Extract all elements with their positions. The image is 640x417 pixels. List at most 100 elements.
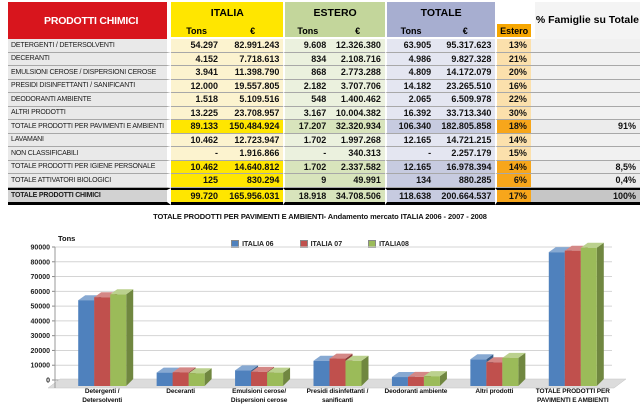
bar-side-face [283,367,291,386]
bar-top-face [110,289,134,295]
cell-fam: 91% [530,120,640,134]
bar-side-face [361,355,369,386]
table-row: TOTALE PRODOTTI PER IGIENE PERSONALE 10.4… [8,160,640,174]
cell-ep: 30% [495,106,531,120]
row-label: DEODORANTI AMBIENTE [8,93,172,107]
bar-top-face [345,355,369,361]
cell-to-e: 95.317.623 [435,39,496,53]
chart-section: TOTALE PRODOTTI PER PAVIMENTI E AMBIENTI… [0,206,640,417]
y-tick-label: 20000 [31,348,51,355]
bar-front-face [251,371,268,386]
bar-front-face [78,300,95,386]
row-label: TOTALE PRODOTTI PER PAVIMENTI E AMBIENTI [8,120,172,134]
table-row: PRESIDI DISINFETTANTI / SANIFICANTI 12.00… [8,79,640,93]
cell-ep: 6% [495,174,531,188]
cell-ep: 13% [495,39,531,53]
y-tick-label: 80000 [31,259,51,266]
bar-front-face [110,294,127,386]
cell-to-e: 9.827.328 [435,52,496,66]
cell-it-e: 12.723.947 [221,133,284,147]
bar-front-face [188,373,205,386]
y-tick-label: 70000 [31,274,51,281]
cell-es-e: 340.313 [330,147,385,161]
table-row: DETERGENTI / DETERSOLVENTI 54.297 82.991.2… [8,39,640,53]
cell-to-e: 880.285 [435,174,496,188]
cell-it-e: 23.708.957 [221,106,284,120]
bar-italia08-cat6 [580,242,604,386]
subheader-estero-eur: € [330,24,385,39]
y-axis-unit-label: Tons [58,234,75,243]
bar-front-face [313,360,330,386]
bar-top-face [423,371,447,377]
bar-italia08-cat5 [502,352,526,386]
cell-to-t: 12.165 [384,160,436,174]
cell-to-e: 6.509.978 [435,93,496,107]
bar-front-face [470,359,487,386]
cell-es-t: 834 [283,52,331,66]
cell-to-t: 4.986 [384,52,436,66]
row-label: NON CLASSIFICABILI [8,147,172,161]
cell-to-t: 4.809 [384,66,436,80]
bar-front-face [548,252,565,386]
cell-es-t: 2.182 [283,79,331,93]
bar-italia08-cat1 [188,368,212,386]
cell-fam [530,133,640,147]
cell-fam [530,93,640,107]
cell-fam [530,147,640,161]
cell-es-e: 2.337.582 [330,160,385,174]
cell-es-e: 12.326.380 [330,39,385,53]
cell-it-t: 54.297 [171,39,222,53]
table-row: DECERANTI 4.152 7.718.613 834 2.108.716 4.986… [8,52,640,66]
y-tick-label: 10000 [31,363,51,370]
category-label: Deodoranti ambiente [384,388,448,395]
y-tick-label: 50000 [31,304,51,311]
subheader-italia-tons: Tons [171,24,222,39]
prodotti-chimici-table: PRODOTTI CHIMICI ITALIA ESTERO TOTALE % … [8,2,640,205]
bar-front-face [391,377,408,386]
cell-it-t: 99.720 [171,187,222,205]
cell-it-t: 125 [171,174,222,188]
bar-side-face [518,352,526,386]
cell-es-e: 1.997.268 [330,133,385,147]
y-tick-label: 60000 [31,289,51,296]
cell-it-t: 10.462 [171,133,222,147]
cell-ep: 14% [495,160,531,174]
cell-it-t: - [171,147,222,161]
cell-fam [530,52,640,66]
cell-es-t: 1.702 [283,133,331,147]
bar-top-face [156,367,180,373]
cell-fam [530,66,640,80]
y-tick-label: 0 [46,378,50,385]
bar-front-face [172,372,189,386]
table-row: DEODORANTI AMBIENTE 1.518 5.109.516 548 1.40… [8,93,640,107]
table-row: LAVAMANI 10.462 12.723.947 1.702 1.997.268 12… [8,133,640,147]
cell-es-t: 3.167 [283,106,331,120]
cell-to-t: 12.165 [384,133,436,147]
cell-fam [530,39,640,53]
row-label: ALTRI PRODOTTI [8,106,172,120]
cell-to-e: 182.805.858 [435,120,496,134]
legend-label: ITALIA 06 [242,240,274,248]
cell-to-t: 16.392 [384,106,436,120]
bar-italia08-cat2 [267,367,291,386]
row-label: TOTALE ATTIVATORI BIOLOGICI [8,174,172,188]
cell-fam: 0,4% [530,174,640,188]
cell-to-t: 134 [384,174,436,188]
cell-ep: 22% [495,93,531,107]
cell-ep: 18% [495,120,531,134]
cell-es-e: 34.708.506 [330,187,385,205]
cell-es-t: 868 [283,66,331,80]
bar-front-face [564,250,581,386]
cell-it-e: 1.916.866 [221,147,284,161]
cell-ep: 14% [495,133,531,147]
cell-it-e: 11.398.790 [221,66,284,80]
table-title: PRODOTTI CHIMICI [8,2,172,39]
bar-italia08-cat3 [345,355,369,386]
col-group-italia: ITALIA [171,2,284,24]
row-label: DECERANTI [8,52,172,66]
bar-top-face [391,372,415,378]
category-label: Deceranti [166,388,195,395]
cell-es-e: 49.991 [330,174,385,188]
cell-to-e: 33.713.340 [435,106,496,120]
bar-front-face [235,370,252,386]
